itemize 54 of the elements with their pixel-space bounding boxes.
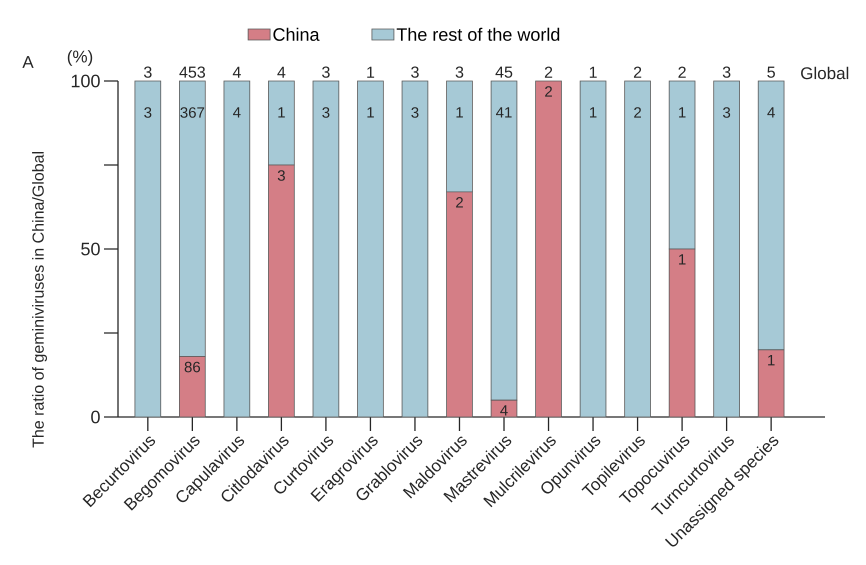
y-axis-title: The ratio of geminiviruses in China/Global bbox=[32, 152, 47, 448]
text: (%) bbox=[68, 50, 92, 66]
bar bbox=[624, 80, 651, 418]
annotation: 1 bbox=[367, 107, 374, 118]
annotation: 3 bbox=[278, 170, 285, 181]
annotation: 3 bbox=[322, 66, 330, 78]
bar bbox=[713, 80, 740, 418]
annotation: 4 bbox=[233, 107, 241, 118]
annotation: 3 bbox=[144, 107, 152, 118]
annotation: 45 bbox=[495, 66, 512, 78]
text: A bbox=[22, 56, 34, 68]
annotation: 3 bbox=[411, 107, 418, 118]
y-tick-label: 0 bbox=[91, 410, 100, 424]
annotation: 1 bbox=[456, 107, 463, 118]
annotation: 3 bbox=[411, 66, 419, 78]
annotation: 4 bbox=[500, 405, 508, 416]
annotation: 4 bbox=[277, 66, 286, 78]
annotation: 1 bbox=[679, 254, 686, 265]
annotation: 1 bbox=[679, 107, 686, 118]
annotation: 367 bbox=[180, 107, 204, 118]
bar bbox=[357, 80, 384, 418]
annotation: 3 bbox=[722, 66, 730, 78]
annotation: 2 bbox=[634, 66, 642, 78]
annotation: 1 bbox=[590, 66, 597, 78]
text: Global bbox=[801, 66, 848, 80]
annotation: 1 bbox=[768, 355, 775, 366]
legend-label: The rest of the world bbox=[396, 28, 560, 41]
bar bbox=[224, 80, 250, 418]
bar bbox=[580, 80, 606, 418]
annotation: 2 bbox=[678, 66, 686, 78]
annotation: 4 bbox=[232, 66, 241, 78]
annotation: 1 bbox=[278, 107, 285, 118]
annotation: 453 bbox=[179, 66, 205, 78]
annotation: 86 bbox=[184, 362, 200, 372]
annotation: 2 bbox=[545, 86, 552, 97]
annotation: 3 bbox=[322, 107, 330, 118]
annotation: 1 bbox=[590, 107, 596, 118]
annotation: 2 bbox=[634, 107, 641, 118]
bar bbox=[535, 80, 562, 418]
annotation: 2 bbox=[456, 197, 463, 208]
annotation: 2 bbox=[544, 66, 552, 78]
annotation: 3 bbox=[456, 66, 464, 78]
y-tick-label: 50 bbox=[81, 242, 100, 256]
annotation: 1 bbox=[367, 66, 374, 78]
bar bbox=[402, 80, 428, 418]
annotation: 4 bbox=[767, 107, 775, 118]
y-tick-label: 100 bbox=[72, 74, 100, 88]
bar bbox=[134, 80, 162, 418]
annotation: 3 bbox=[723, 107, 730, 118]
annotation: 5 bbox=[767, 66, 775, 78]
annotation: 41 bbox=[496, 107, 512, 118]
annotation: 3 bbox=[144, 66, 152, 78]
legend-label: China bbox=[273, 28, 320, 41]
bar bbox=[312, 80, 340, 418]
